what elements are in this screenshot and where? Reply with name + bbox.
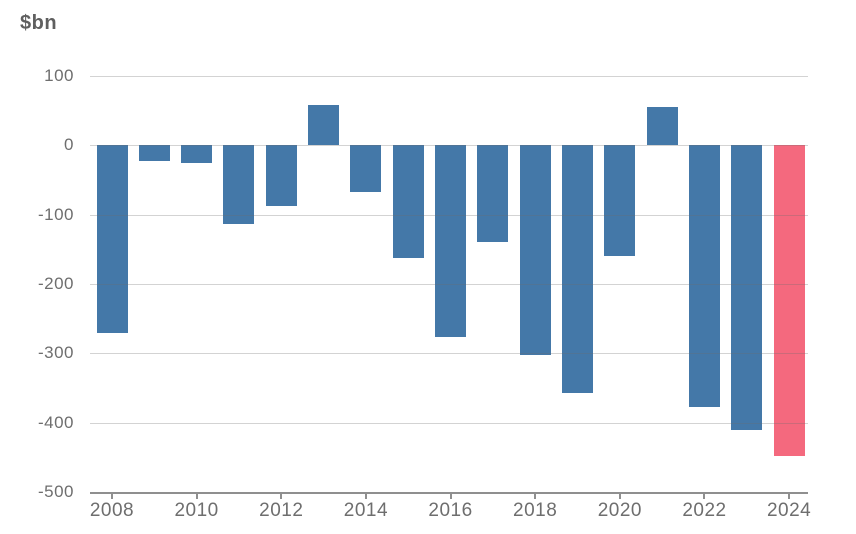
bar-2019	[562, 145, 594, 393]
bar-2023	[731, 145, 763, 431]
x-tick-2014	[364, 492, 367, 499]
x-tick-2022	[703, 492, 706, 499]
bar-2021	[646, 107, 678, 146]
bar-2020	[604, 145, 636, 257]
bar-2008	[96, 145, 128, 333]
x-label-2008: 2008	[89, 500, 135, 521]
x-label-2014: 2014	[343, 500, 389, 521]
gridline--200	[90, 284, 808, 285]
y-axis-unit-label: $bn	[20, 12, 58, 34]
x-label-2020: 2020	[597, 500, 642, 521]
x-tick-2012	[280, 492, 283, 499]
bar-2009	[138, 145, 170, 161]
bar-2018	[519, 145, 551, 356]
x-label-2012: 2012	[259, 500, 304, 521]
bar-2016	[435, 145, 467, 337]
x-tick-2020	[618, 492, 621, 499]
gridline-100	[90, 76, 808, 77]
y-label--300: -300	[37, 343, 74, 363]
bar-2013	[308, 105, 340, 146]
bar-2011	[223, 145, 255, 224]
y-label--500: -500	[37, 482, 74, 501]
x-tick-2016	[449, 492, 452, 499]
y-label--100: -100	[37, 204, 74, 224]
bar-2012	[265, 145, 297, 206]
gridline--400	[90, 422, 808, 424]
x-tick-2018	[534, 492, 537, 499]
x-label-2018: 2018	[513, 500, 558, 521]
gridline--300	[90, 353, 808, 355]
bar-2014	[350, 145, 382, 193]
y-label-0: 0	[64, 135, 74, 155]
bar-2024	[773, 145, 805, 456]
y-label--400: -400	[37, 412, 74, 432]
y-label--200: -200	[37, 274, 74, 293]
x-tick-2010	[195, 492, 198, 499]
x-label-2024: 2024	[766, 500, 812, 521]
x-tick-2024	[788, 492, 791, 499]
x-label-2022: 2022	[682, 500, 727, 521]
bar-2017	[477, 145, 509, 242]
bar-2015	[392, 145, 424, 258]
x-label-2016: 2016	[428, 500, 473, 521]
plot-area	[90, 76, 808, 499]
x-label-2010: 2010	[174, 500, 219, 521]
bar-2022	[688, 145, 720, 408]
bar-2010	[181, 145, 213, 164]
gridline--100	[90, 214, 808, 216]
x-tick-2008	[111, 492, 113, 499]
gridline-0	[90, 145, 808, 147]
y-label-100: 100	[44, 66, 74, 85]
